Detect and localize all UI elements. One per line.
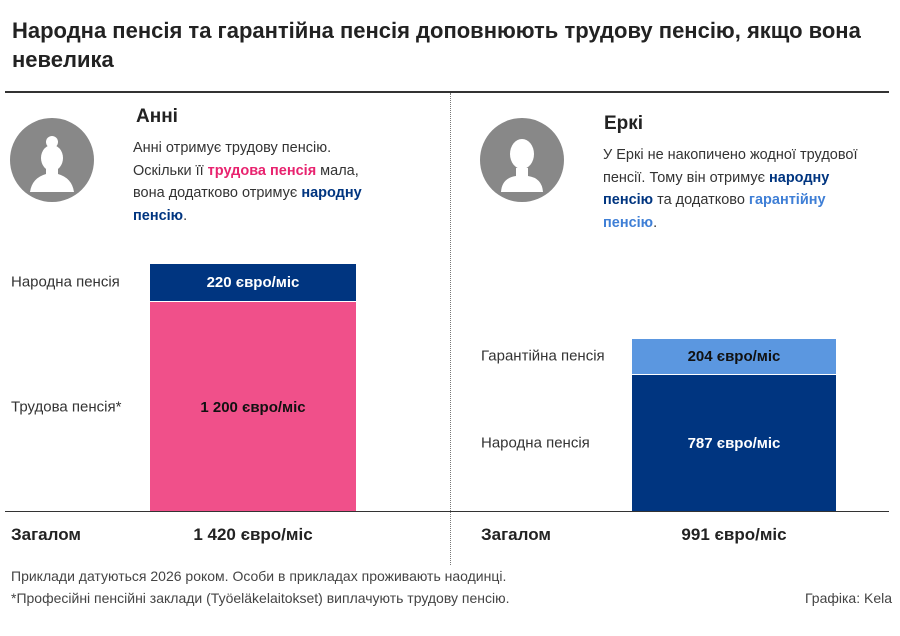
data-label: 220 євро/міс bbox=[206, 274, 300, 292]
person-description: У Еркі не накопичено жодної трудової пен… bbox=[603, 144, 858, 234]
highlighted-term: народну пенсію bbox=[603, 169, 830, 209]
total-label: Загалом bbox=[481, 525, 551, 544]
description-text: мала, вона додатково отримує bbox=[133, 162, 359, 202]
description-text: . bbox=[183, 207, 188, 224]
series-label: Народна пенсія bbox=[481, 434, 590, 452]
data-label: 787 євро/міс bbox=[687, 434, 781, 452]
bar-segment: 787 євро/міс bbox=[632, 374, 836, 512]
series-label: Трудова пенсія* bbox=[11, 398, 122, 416]
total-value: 991 євро/міс bbox=[681, 525, 787, 544]
highlighted-term: трудова пенсія bbox=[207, 162, 317, 179]
baseline bbox=[5, 511, 889, 512]
female-avatar-icon bbox=[10, 118, 94, 202]
person-name: Еркі bbox=[604, 113, 644, 134]
description-text: та додатково bbox=[653, 192, 749, 208]
bar-segment: 204 євро/міс bbox=[632, 339, 836, 374]
description-text: У Еркі не накопичено жодної трудової пен… bbox=[603, 147, 858, 186]
person-description: Анні отримує трудову пенсію. Оскільки її… bbox=[133, 137, 378, 227]
person-name: Анні bbox=[136, 106, 178, 127]
series-label: Народна пенсія bbox=[11, 273, 120, 291]
highlighted-term: гарантійну пенсію bbox=[603, 192, 826, 231]
description-text: . bbox=[653, 214, 658, 231]
column-divider bbox=[450, 93, 451, 565]
data-label: 204 євро/міс bbox=[687, 347, 781, 365]
male-avatar-icon bbox=[480, 118, 564, 202]
description-text: Анні отримує трудову пенсію. Оскільки її bbox=[133, 140, 332, 179]
bar-segment: 220 євро/міс bbox=[150, 263, 356, 302]
footnote: Приклади датуються 2026 роком. Особи в п… bbox=[11, 568, 507, 584]
series-label: Гарантійна пенсія bbox=[481, 347, 605, 365]
total-label: Загалом bbox=[11, 525, 81, 544]
chart-title: Народна пенсія та гарантійна пенсія допо… bbox=[12, 18, 861, 72]
footnote: *Професійні пенсійні заклади (Työeläkela… bbox=[11, 590, 510, 606]
total-value: 1 420 євро/міс bbox=[193, 525, 313, 544]
highlighted-term: народну пенсію bbox=[133, 185, 362, 224]
top-rule bbox=[5, 91, 889, 93]
credit: Графіка: Kela bbox=[804, 590, 892, 606]
data-label: 1 200 євро/міс bbox=[200, 398, 306, 416]
bar-segment: 1 200 євро/міс bbox=[150, 302, 356, 512]
